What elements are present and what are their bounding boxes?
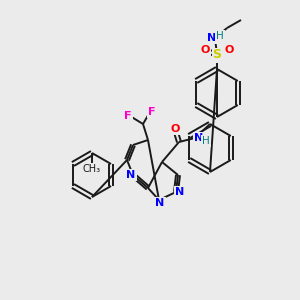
Text: O: O: [170, 124, 180, 134]
Text: N: N: [176, 187, 184, 197]
Text: N: N: [207, 33, 217, 43]
Text: S: S: [212, 49, 221, 62]
Text: N: N: [126, 170, 136, 180]
Text: H: H: [202, 136, 210, 146]
Text: CH₃: CH₃: [83, 164, 101, 174]
Text: N: N: [155, 198, 165, 208]
Text: O: O: [224, 45, 234, 55]
Text: F: F: [124, 111, 132, 121]
Text: H: H: [216, 31, 224, 41]
Text: O: O: [200, 45, 210, 55]
Text: F: F: [148, 107, 156, 117]
Text: N: N: [194, 133, 204, 143]
